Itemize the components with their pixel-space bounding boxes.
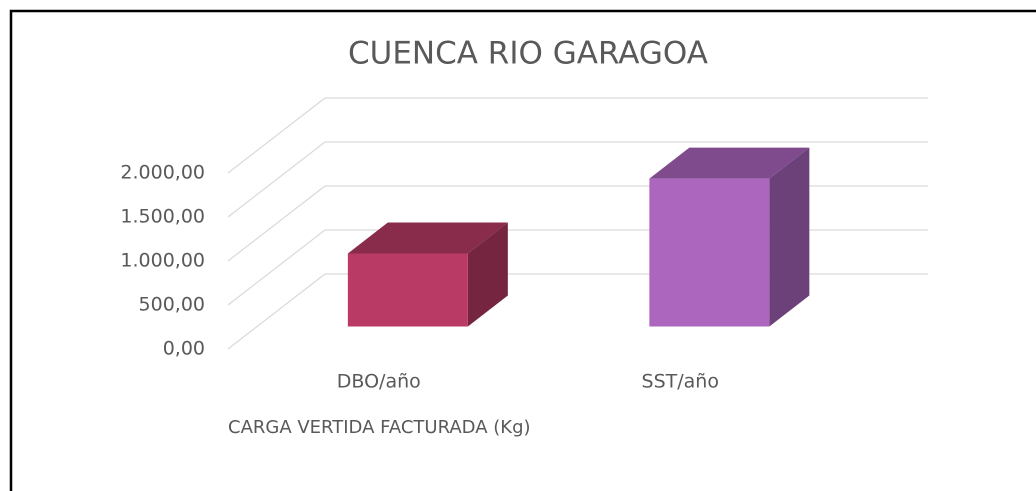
y-tick-label: 500,00 — [139, 294, 205, 316]
bar — [347, 222, 508, 327]
bar-side — [769, 147, 810, 327]
bar-front — [347, 253, 468, 327]
x-tick-label: DBO/año — [337, 371, 421, 393]
bar-side — [467, 222, 508, 327]
x-axis-title: CARGA VERTIDA FACTURADA (Kg) — [228, 417, 531, 438]
bar-top — [347, 222, 508, 254]
y-tick-label: 1.500,00 — [120, 206, 205, 228]
grid-line — [227, 97, 326, 174]
grid-line — [227, 273, 326, 350]
bar — [649, 147, 810, 327]
x-tick-label: SST/año — [642, 371, 719, 393]
y-tick-label: 1.000,00 — [120, 250, 205, 272]
bar-front — [649, 178, 770, 327]
frame — [9, 9, 1036, 491]
grid-line — [227, 141, 326, 218]
grid-line — [227, 185, 326, 262]
y-tick-label: 0,00 — [163, 338, 205, 360]
grid-line — [227, 229, 326, 306]
chart-title: CUENCA RIO GARAGOA — [348, 36, 708, 72]
bar-top — [649, 147, 810, 179]
y-tick-label: 2.000,00 — [120, 162, 205, 184]
